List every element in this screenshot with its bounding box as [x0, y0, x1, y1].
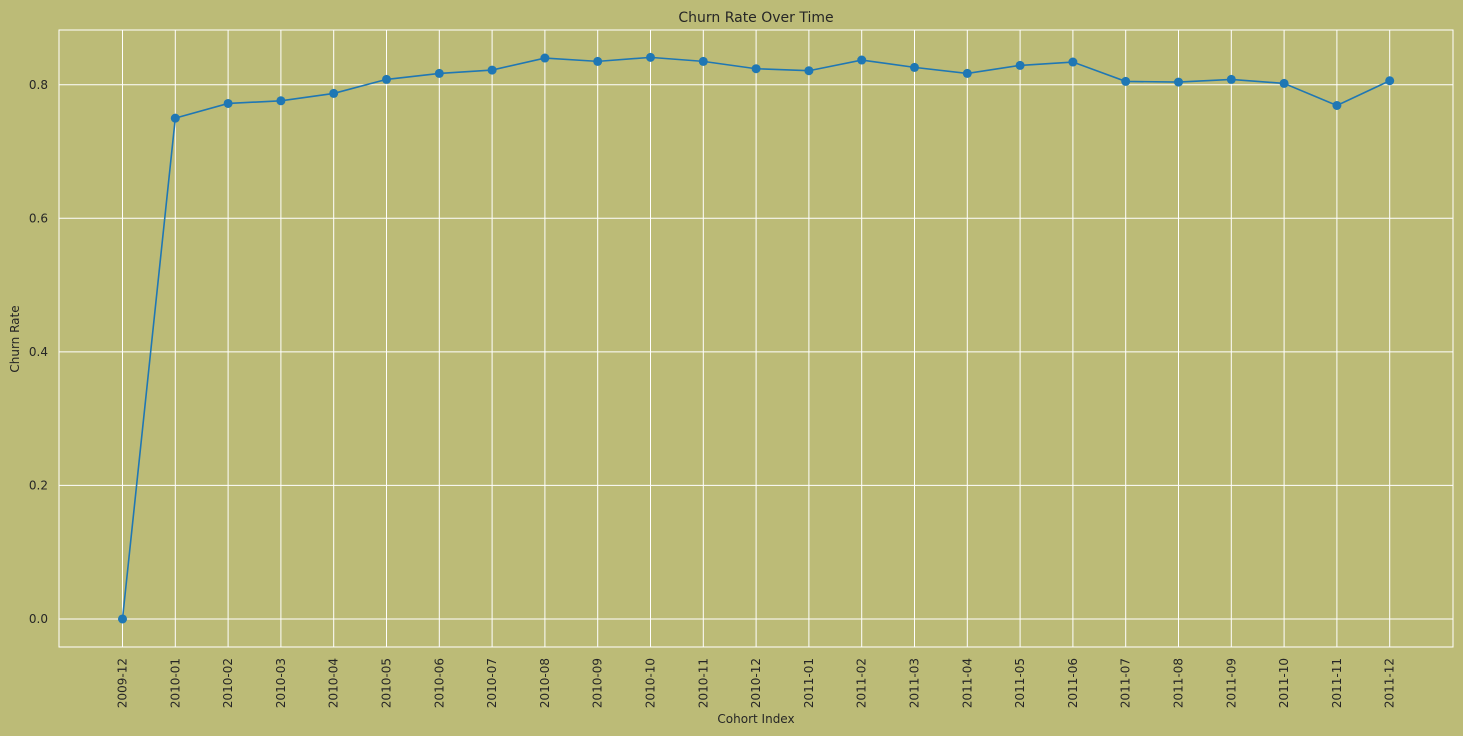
x-tick-label: 2011-10	[1277, 658, 1291, 708]
y-tick-label: 0.8	[29, 78, 48, 92]
data-point	[1385, 76, 1395, 86]
series-markers	[118, 52, 1395, 624]
data-point	[434, 68, 444, 78]
data-point	[1174, 77, 1183, 87]
x-tick-label: 2010-08	[538, 658, 552, 708]
x-tick-label: 2010-12	[749, 658, 763, 708]
data-point	[1121, 76, 1131, 86]
data-point	[1332, 100, 1342, 110]
data-point	[118, 614, 127, 624]
x-tick-label: 2010-03	[274, 658, 288, 708]
data-point	[382, 74, 391, 84]
data-point	[329, 88, 339, 98]
x-tick-label: 2010-02	[221, 658, 235, 708]
data-point	[646, 52, 655, 62]
x-tick-label: 2011-12	[1383, 658, 1397, 708]
x-tick-label: 2011-08	[1172, 658, 1186, 708]
data-point	[1068, 57, 1078, 67]
data-point	[857, 55, 867, 65]
data-point	[804, 66, 814, 76]
x-tick-label: 2011-04	[960, 658, 974, 708]
x-tick-label: 2010-07	[485, 658, 499, 708]
x-tick-label: 2011-07	[1119, 658, 1133, 708]
y-tick-label: 0.4	[29, 345, 48, 359]
x-tick-label: 2011-05	[1013, 658, 1027, 708]
data-point	[751, 64, 761, 74]
y-tick-label: 0.6	[29, 211, 48, 225]
data-point	[487, 65, 497, 75]
chart-title: Churn Rate Over Time	[678, 10, 833, 26]
y-tick-label: 0.0	[29, 612, 48, 626]
x-tick-label: 2011-01	[802, 658, 816, 708]
x-tick-label: 2010-04	[327, 658, 341, 708]
x-tick-label: 2010-01	[168, 658, 182, 708]
x-tick-label: 2011-09	[1224, 658, 1238, 708]
data-point	[276, 96, 286, 106]
x-tick-label: 2011-03	[908, 658, 922, 708]
data-point	[962, 68, 972, 78]
data-point	[1015, 60, 1025, 70]
data-point	[698, 56, 708, 66]
data-point	[170, 113, 180, 123]
data-point	[540, 53, 550, 63]
x-tick-label: 2010-06	[432, 658, 446, 708]
y-axis-label: Churn Rate	[8, 305, 22, 372]
data-point	[1279, 78, 1289, 88]
y-tick-label: 0.2	[29, 478, 48, 492]
x-tick-label: 2011-06	[1066, 658, 1080, 708]
x-tick-label: 2010-10	[644, 658, 658, 708]
x-axis-label: Cohort Index	[717, 712, 794, 726]
x-tick-label: 2010-09	[591, 658, 605, 708]
data-point	[1226, 74, 1236, 84]
x-tick-label: 2009-12	[116, 658, 130, 708]
x-tick-labels: 2009-12 2010-01 2010-02 2010-03 2010-04 2010-…	[116, 658, 1397, 708]
x-tick-label: 2011-02	[855, 658, 869, 708]
data-point	[593, 56, 603, 66]
data-point	[910, 62, 919, 72]
data-point	[223, 98, 233, 108]
x-tick-label: 2010-05	[380, 658, 394, 708]
x-grid	[122, 30, 1391, 647]
y-tick-labels: 0.0 0.2 0.4 0.6 0.8	[29, 78, 48, 626]
x-tick-label: 2010-11	[696, 658, 710, 708]
x-tick-label: 2011-11	[1330, 658, 1344, 708]
